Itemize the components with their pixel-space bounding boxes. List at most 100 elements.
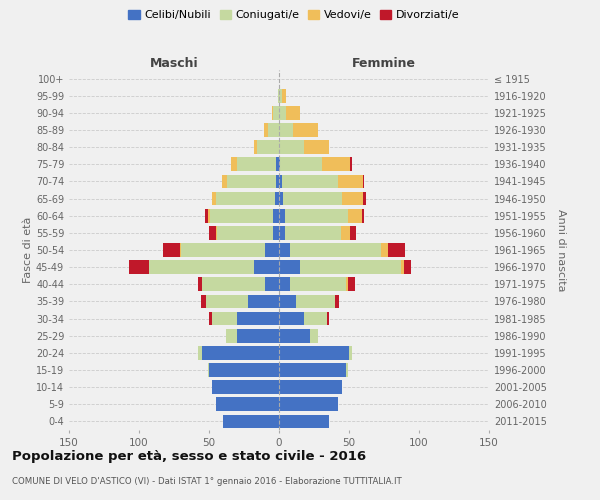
Bar	[272, 106, 274, 120]
Bar	[274, 106, 279, 120]
Bar	[279, 192, 283, 205]
Bar	[304, 140, 329, 154]
Bar	[346, 278, 347, 291]
Bar	[265, 278, 279, 291]
Bar	[209, 226, 216, 239]
Bar	[216, 192, 275, 205]
Bar	[149, 260, 254, 274]
Bar	[211, 209, 274, 222]
Bar	[290, 243, 381, 257]
Bar	[335, 294, 339, 308]
Bar	[237, 329, 279, 342]
Bar	[296, 294, 335, 308]
Bar	[342, 192, 363, 205]
Legend: Celibi/Nubili, Coniugati/e, Vedovi/e, Divorziati/e: Celibi/Nubili, Coniugati/e, Vedovi/e, Di…	[124, 6, 464, 25]
Bar	[198, 278, 202, 291]
Bar	[221, 174, 227, 188]
Bar	[227, 174, 276, 188]
Y-axis label: Anni di nascita: Anni di nascita	[556, 209, 566, 291]
Bar	[300, 260, 401, 274]
Bar	[286, 106, 300, 120]
Text: Femmine: Femmine	[352, 57, 416, 70]
Bar	[346, 363, 347, 377]
Bar	[208, 363, 209, 377]
Bar	[341, 226, 350, 239]
Bar	[202, 278, 265, 291]
Bar	[326, 312, 329, 326]
Bar	[279, 380, 342, 394]
Bar	[388, 243, 405, 257]
Bar	[279, 89, 282, 102]
Bar	[279, 174, 282, 188]
Bar	[401, 260, 404, 274]
Bar	[237, 158, 276, 171]
Bar	[248, 294, 279, 308]
Bar	[181, 243, 265, 257]
Bar	[279, 363, 346, 377]
Bar	[129, 260, 149, 274]
Bar	[216, 226, 217, 239]
Bar	[363, 174, 364, 188]
Bar	[209, 312, 212, 326]
Bar	[274, 226, 279, 239]
Bar	[279, 346, 349, 360]
Bar	[202, 346, 279, 360]
Bar	[163, 243, 179, 257]
Bar	[279, 243, 290, 257]
Bar	[205, 209, 208, 222]
Bar	[279, 278, 290, 291]
Bar	[254, 260, 279, 274]
Bar	[362, 209, 364, 222]
Bar	[404, 260, 410, 274]
Bar	[208, 209, 211, 222]
Bar	[280, 158, 322, 171]
Bar	[212, 380, 279, 394]
Bar	[276, 174, 279, 188]
Bar	[212, 312, 237, 326]
Bar	[206, 294, 248, 308]
Bar	[349, 346, 352, 360]
Bar	[347, 209, 362, 222]
Bar	[381, 243, 388, 257]
Bar	[268, 123, 279, 137]
Bar	[223, 414, 279, 428]
Bar	[198, 346, 202, 360]
Bar	[350, 226, 356, 239]
Bar	[237, 312, 279, 326]
Bar	[304, 312, 326, 326]
Bar	[279, 312, 304, 326]
Bar	[283, 192, 342, 205]
Text: Maschi: Maschi	[149, 57, 199, 70]
Bar	[363, 192, 366, 205]
Bar	[279, 260, 300, 274]
Bar	[282, 174, 338, 188]
Text: COMUNE DI VELO D'ASTICO (VI) - Dati ISTAT 1° gennaio 2016 - Elaborazione TUTTITA: COMUNE DI VELO D'ASTICO (VI) - Dati ISTA…	[12, 478, 402, 486]
Bar	[275, 192, 279, 205]
Bar	[290, 278, 346, 291]
Bar	[216, 398, 279, 411]
Bar	[279, 226, 284, 239]
Bar	[293, 123, 318, 137]
Bar	[276, 158, 279, 171]
Bar	[347, 278, 355, 291]
Bar	[279, 398, 338, 411]
Bar	[226, 329, 237, 342]
Bar	[209, 363, 279, 377]
Bar	[279, 123, 293, 137]
Bar	[279, 158, 280, 171]
Y-axis label: Fasce di età: Fasce di età	[23, 217, 33, 283]
Bar	[338, 174, 363, 188]
Bar	[212, 192, 216, 205]
Bar	[274, 209, 279, 222]
Bar	[254, 140, 257, 154]
Bar	[279, 414, 329, 428]
Bar	[279, 294, 296, 308]
Bar	[179, 243, 181, 257]
Bar	[279, 209, 284, 222]
Bar	[232, 158, 237, 171]
Bar	[279, 140, 304, 154]
Bar	[350, 158, 352, 171]
Bar	[322, 158, 350, 171]
Bar	[284, 209, 347, 222]
Bar	[257, 140, 279, 154]
